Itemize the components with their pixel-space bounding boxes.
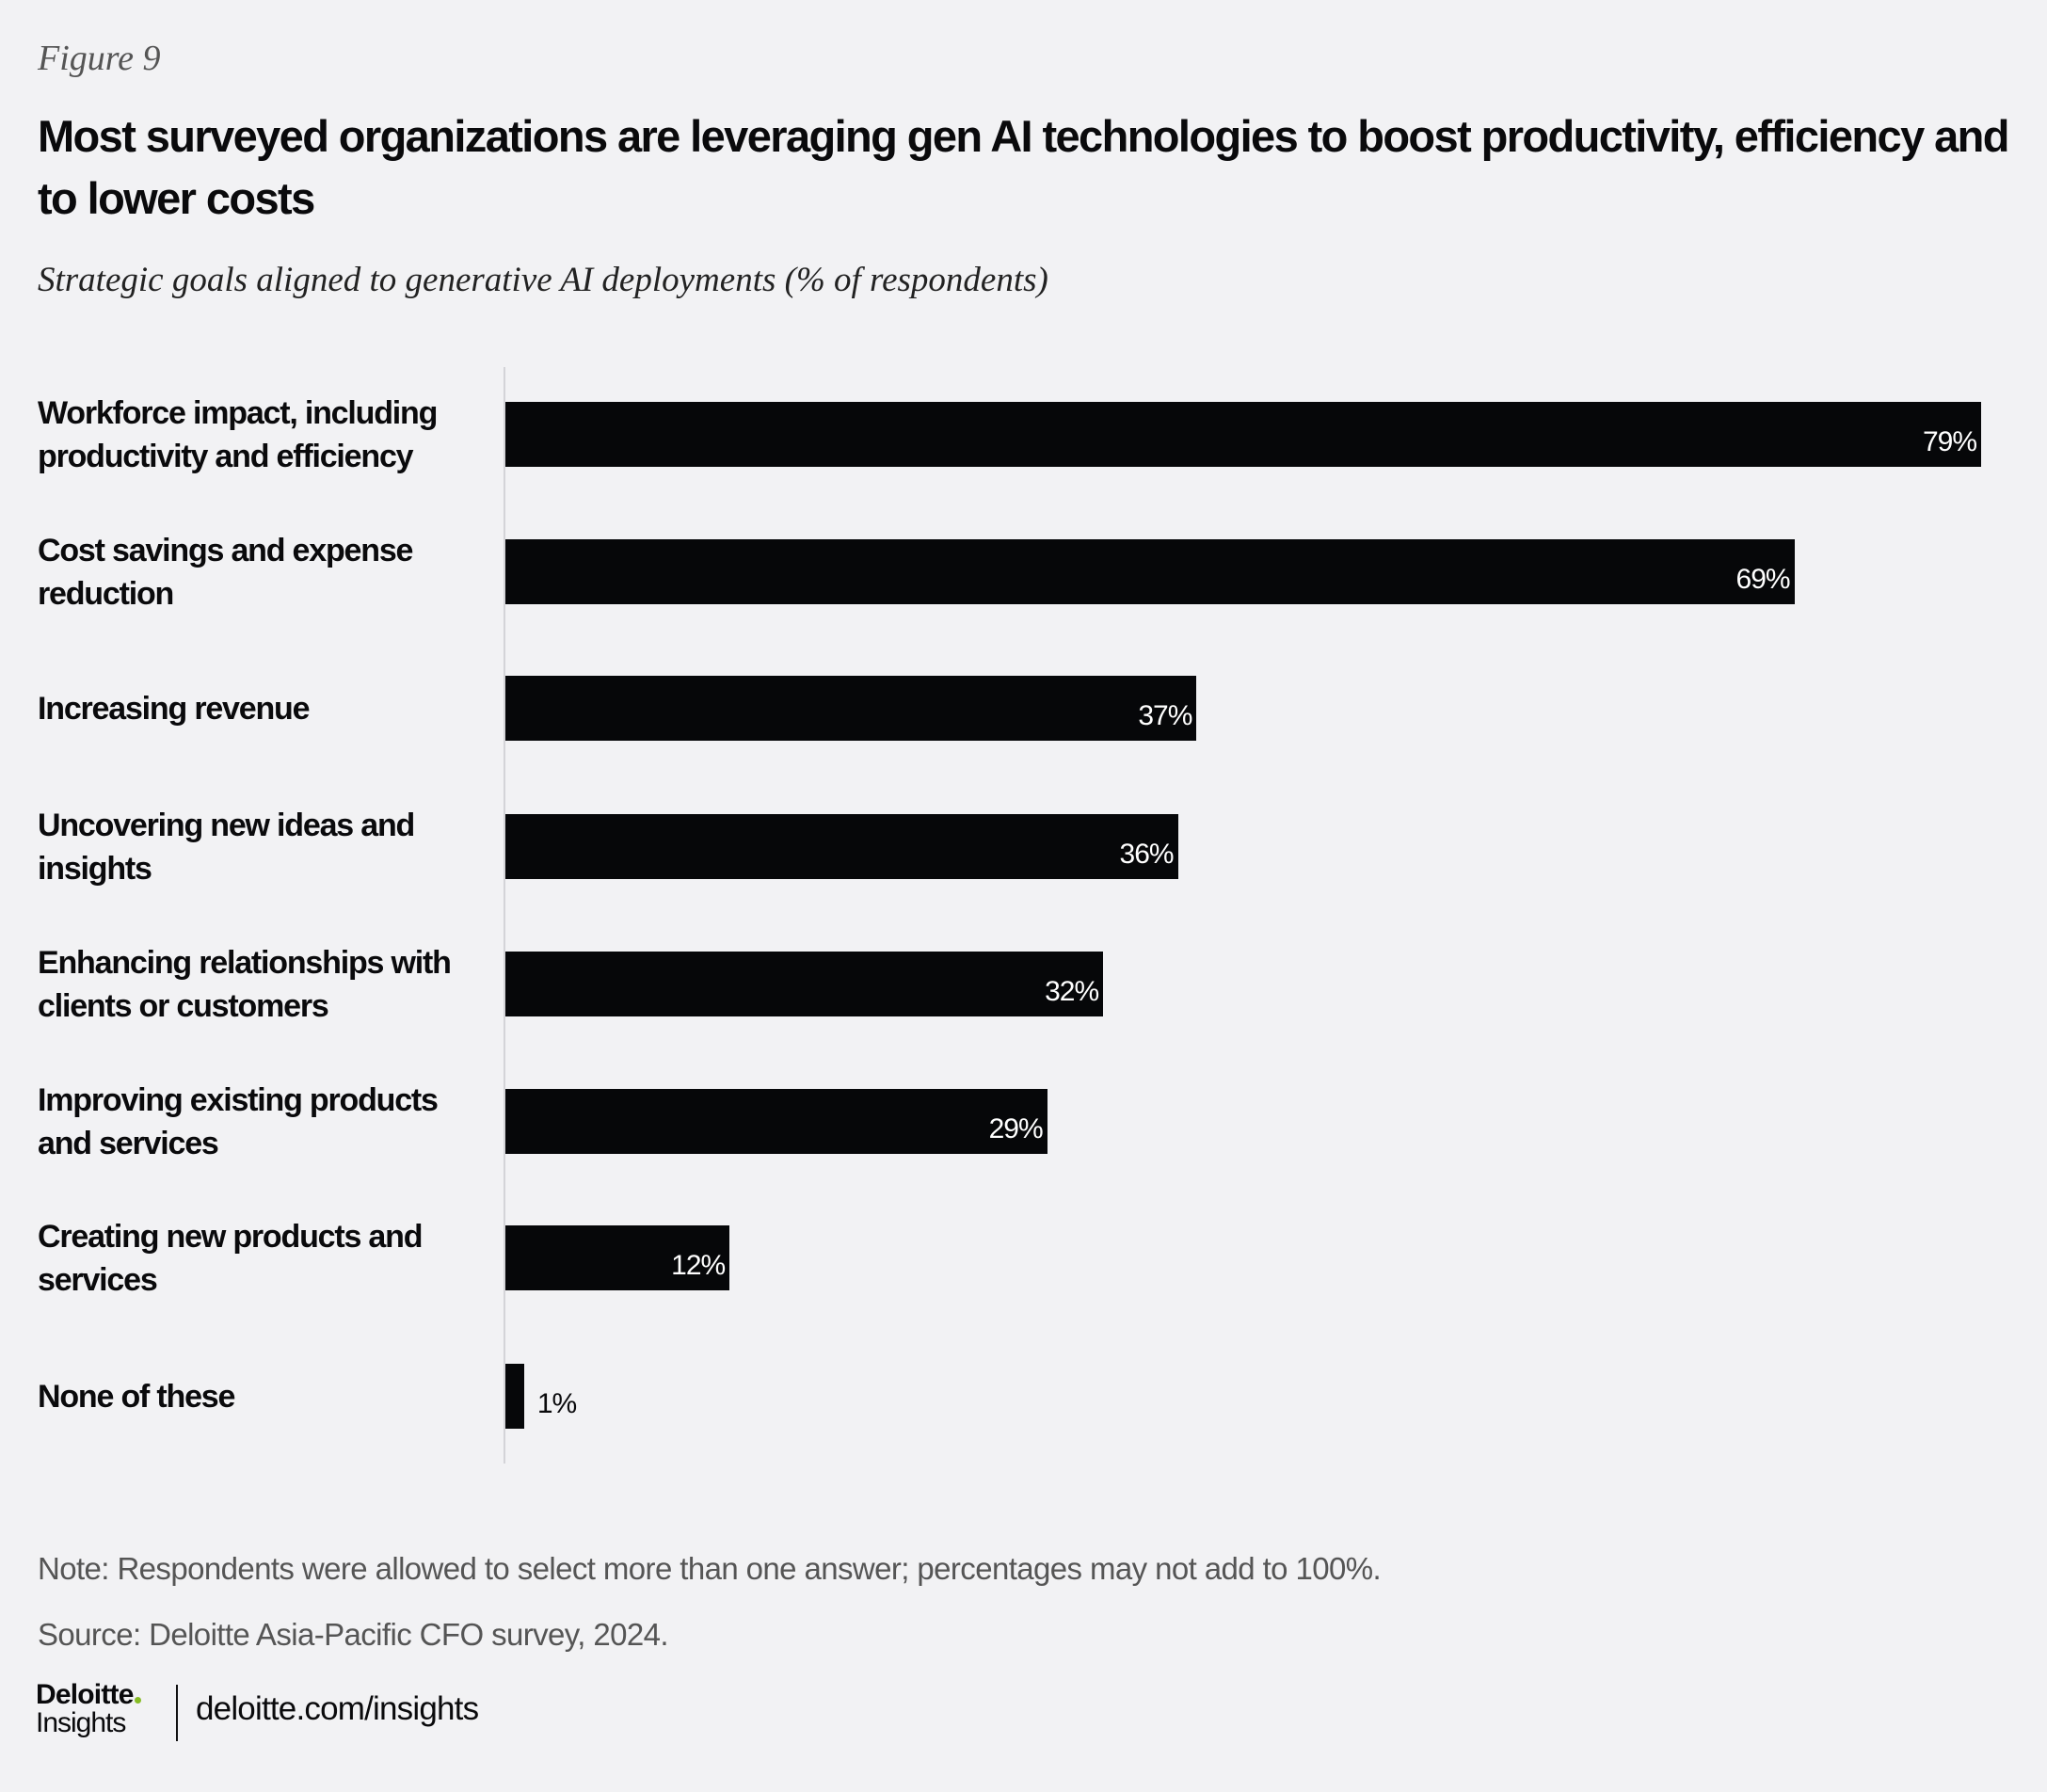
data-label: 79% [1923, 426, 1977, 457]
figure-label: Figure 9 [38, 39, 161, 78]
bar [505, 952, 1104, 1016]
chart-subtitle: Strategic goals aligned to generative AI… [38, 261, 1048, 299]
logo-brand: Deloitte [36, 1679, 134, 1710]
category-label-row: Improving existing products and services [38, 1070, 480, 1173]
bar [505, 676, 1197, 741]
data-label: 37% [1138, 700, 1192, 731]
chart-title: Most surveyed organizations are leveragi… [38, 111, 2009, 223]
data-label: 32% [1045, 976, 1099, 1007]
bar [505, 1364, 524, 1429]
source: Source: Deloitte Asia-Pacific CFO survey… [38, 1617, 669, 1652]
category-label: Uncovering new ideas and insights [38, 807, 415, 887]
category-label-row: Workforce impact, including productivity… [38, 383, 480, 486]
footer-url: deloitte.com/insights [196, 1690, 479, 1727]
category-label-row: Cost savings and expense reduction [38, 520, 480, 623]
footer-divider [176, 1685, 178, 1741]
data-label: 12% [671, 1250, 726, 1281]
category-label-row: Uncovering new ideas and insights [38, 795, 480, 898]
bar [505, 402, 1981, 467]
data-label: 36% [1119, 839, 1175, 870]
category-label: Increasing revenue [38, 690, 311, 727]
bar [505, 1225, 730, 1290]
bar [505, 1089, 1047, 1154]
category-label: Cost savings and expense reduction [38, 532, 413, 612]
data-label: 69% [1735, 564, 1791, 595]
category-label-row: Enhancing relationships with clients or … [38, 933, 480, 1035]
logo-sub: Insights [36, 1707, 126, 1738]
deloitte-insights-logo: Deloitte Insights [36, 1681, 141, 1737]
bar [505, 814, 1178, 879]
y-axis-line [504, 367, 505, 1464]
logo-dot-icon [134, 1697, 141, 1704]
note: Note: Respondents were allowed to select… [38, 1551, 1382, 1586]
category-label-row: None of these [38, 1345, 480, 1448]
category-label: Creating new products and services [38, 1218, 423, 1298]
category-label: Improving existing products and services [38, 1081, 439, 1161]
category-label: Workforce impact, including productivity… [38, 394, 438, 474]
data-label: 1% [536, 1388, 577, 1419]
category-label-row: Increasing revenue [38, 657, 480, 760]
bar [505, 539, 1795, 604]
category-label-row: Creating new products and services [38, 1207, 480, 1309]
category-label: Enhancing relationships with clients or … [38, 944, 452, 1024]
data-label: 29% [988, 1113, 1044, 1144]
category-label: None of these [38, 1378, 235, 1415]
